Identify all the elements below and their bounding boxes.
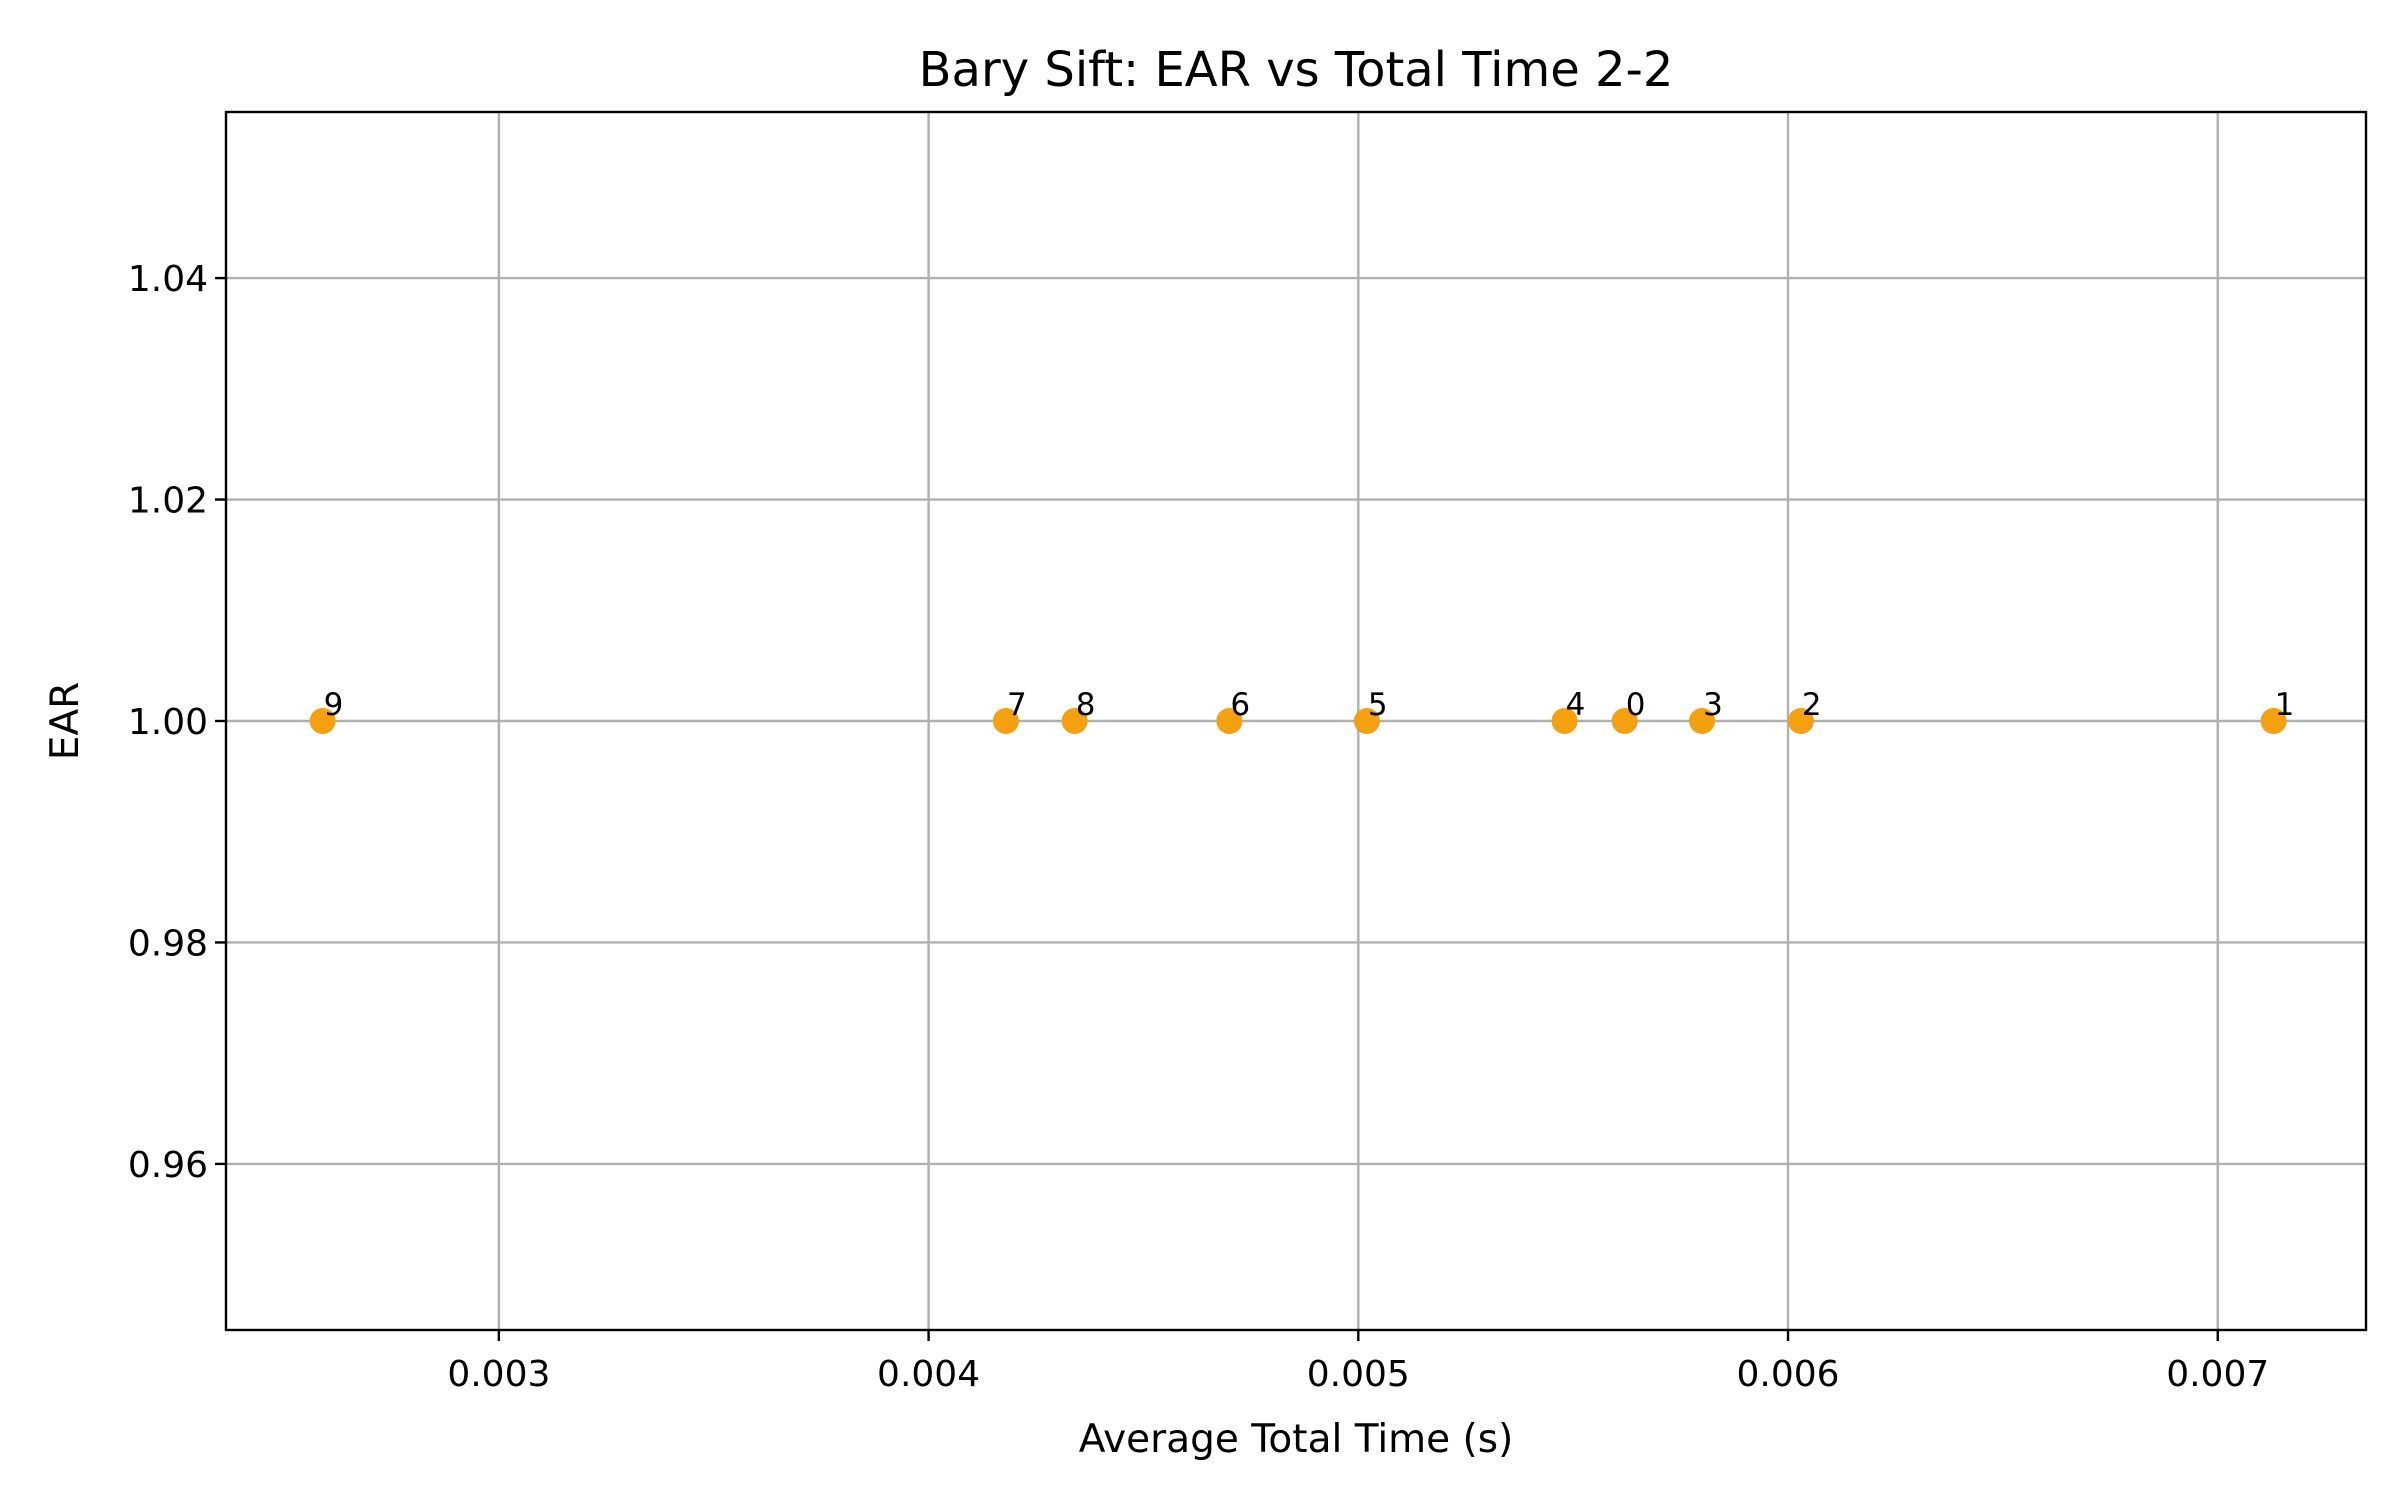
y-axis-label: EAR xyxy=(43,682,88,760)
data-points xyxy=(309,708,2287,734)
point-label: 8 xyxy=(1076,687,1096,723)
y-axis: 0.96 0.98 1.00 1.02 1.04 xyxy=(128,259,226,1186)
point-label: 1 xyxy=(2275,687,2295,723)
y-tick-label: 0.96 xyxy=(128,1145,208,1186)
data-point xyxy=(1061,708,1088,734)
x-tick-label: 0.003 xyxy=(447,1354,550,1395)
x-axis-label: Average Total Time (s) xyxy=(1079,1417,1514,1462)
x-tick-label: 0.006 xyxy=(1736,1354,1839,1395)
data-point xyxy=(1787,708,1814,734)
data-point xyxy=(309,708,336,734)
point-label: 4 xyxy=(1566,687,1586,723)
data-point xyxy=(992,708,1019,734)
point-label: 9 xyxy=(324,687,344,723)
x-tick-label: 0.004 xyxy=(877,1354,980,1395)
x-tick-label: 0.007 xyxy=(2166,1354,2269,1395)
chart-title: Bary Sift: EAR vs Total Time 2-2 xyxy=(919,42,1674,98)
data-point xyxy=(1689,708,1716,734)
x-axis: 0.003 0.004 0.005 0.006 0.007 xyxy=(447,1330,2269,1395)
point-label: 6 xyxy=(1230,687,1250,723)
x-tick-label: 0.005 xyxy=(1307,1354,1410,1395)
point-label: 5 xyxy=(1368,687,1388,723)
y-tick-label: 1.04 xyxy=(128,259,208,300)
y-tick-label: 1.02 xyxy=(128,481,208,522)
y-tick-label: 0.98 xyxy=(128,923,208,964)
data-point xyxy=(1216,708,1243,734)
data-point xyxy=(2260,708,2287,734)
point-label: 0 xyxy=(1626,687,1646,723)
point-label: 7 xyxy=(1007,687,1027,723)
data-point xyxy=(1353,708,1380,734)
point-label: 2 xyxy=(1802,687,1822,723)
point-labels: 0 1 2 3 4 5 6 7 8 9 xyxy=(324,687,2295,723)
data-point xyxy=(1551,708,1578,734)
data-point xyxy=(1611,708,1638,734)
y-tick-label: 1.00 xyxy=(128,702,208,743)
grid-lines xyxy=(226,112,2366,1330)
point-label: 3 xyxy=(1703,687,1723,723)
